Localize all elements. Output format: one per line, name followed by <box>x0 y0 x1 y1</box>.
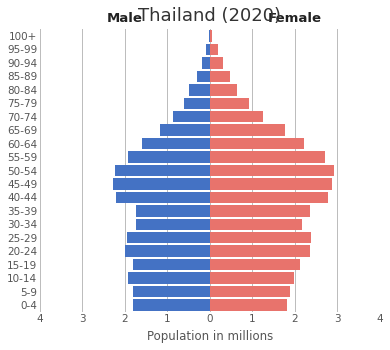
Bar <box>210 192 328 203</box>
Bar <box>210 125 285 136</box>
Bar <box>128 272 210 284</box>
Bar <box>133 299 210 311</box>
Bar <box>210 245 310 257</box>
Bar <box>125 245 210 257</box>
Bar <box>127 232 210 244</box>
Bar <box>142 138 210 149</box>
Bar <box>210 259 300 270</box>
Bar <box>209 30 210 42</box>
Bar <box>206 44 210 55</box>
Text: Female: Female <box>268 12 322 25</box>
Bar <box>210 44 218 55</box>
Bar <box>184 98 210 109</box>
Bar <box>190 84 210 96</box>
Bar <box>136 219 210 230</box>
Bar <box>210 165 334 176</box>
Title: Thailand (2020): Thailand (2020) <box>138 7 281 25</box>
Bar <box>210 232 311 244</box>
Bar <box>210 286 290 297</box>
Bar <box>133 259 210 270</box>
Bar <box>210 71 230 82</box>
Bar <box>197 71 210 82</box>
Bar <box>128 151 210 163</box>
Bar <box>210 219 303 230</box>
Bar <box>210 205 310 217</box>
Bar <box>133 286 210 297</box>
Bar <box>115 165 210 176</box>
Bar <box>210 138 304 149</box>
Bar <box>202 57 210 69</box>
Bar <box>210 272 294 284</box>
Bar <box>210 178 332 190</box>
X-axis label: Population in millions: Population in millions <box>147 330 273 343</box>
Bar <box>173 111 210 122</box>
Bar <box>113 178 210 190</box>
Bar <box>210 111 263 122</box>
Bar <box>117 192 210 203</box>
Bar <box>136 205 210 217</box>
Bar <box>210 57 223 69</box>
Bar <box>210 299 287 311</box>
Bar <box>210 151 325 163</box>
Bar <box>210 84 238 96</box>
Bar <box>160 125 210 136</box>
Bar <box>210 98 249 109</box>
Bar <box>210 30 213 42</box>
Text: Male: Male <box>107 12 143 25</box>
